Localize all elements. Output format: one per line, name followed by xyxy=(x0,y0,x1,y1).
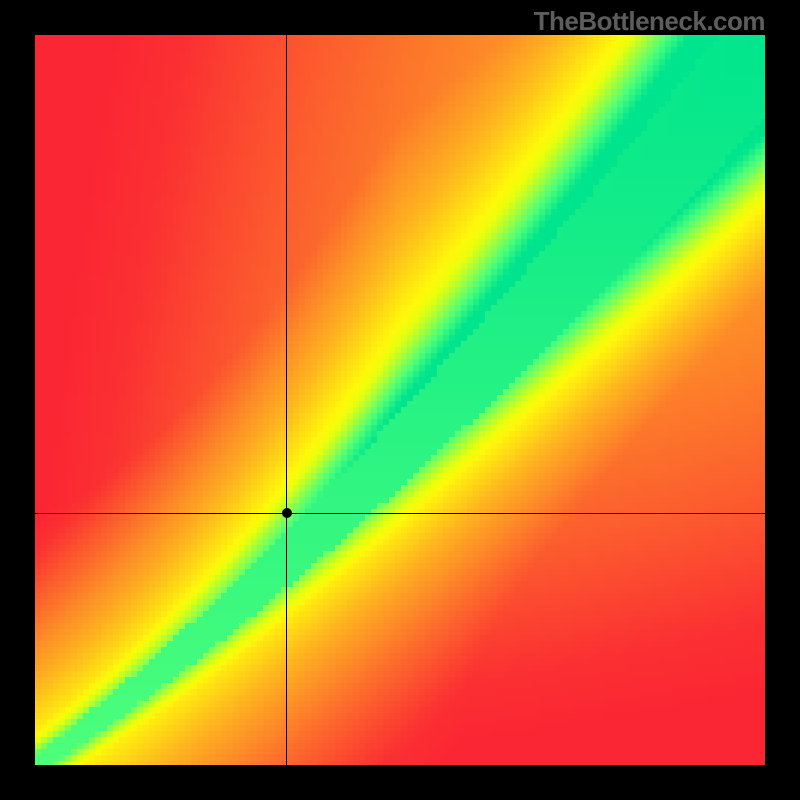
crosshair-marker xyxy=(282,508,292,518)
crosshair-vertical xyxy=(286,35,287,765)
bottleneck-heatmap xyxy=(35,35,765,765)
crosshair-horizontal xyxy=(35,513,765,514)
attribution-text: TheBottleneck.com xyxy=(534,6,765,37)
